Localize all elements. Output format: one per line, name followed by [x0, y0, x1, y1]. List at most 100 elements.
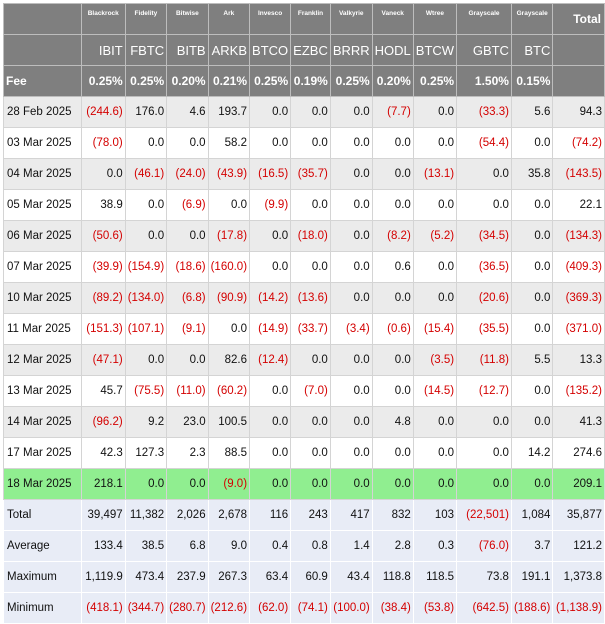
flow-cell: 0.0 — [371, 344, 414, 376]
fee-value: 1.50% — [456, 65, 512, 97]
ticker-label: IBIT — [80, 34, 126, 66]
ticker-label: ARKB — [207, 34, 251, 66]
ticker-label: FBTC — [124, 34, 168, 66]
summary-cell: 116 — [249, 499, 292, 531]
date-cell: 05 Mar 2025 — [3, 189, 82, 221]
summary-cell: 1,084 — [510, 499, 554, 531]
summary-label: Total — [3, 499, 82, 531]
ticker-label: HODL — [371, 34, 414, 66]
issuer-row: Blackrock Fidelity Bitwise Ark Invesco Frankl… — [3, 3, 605, 35]
ticker-label: EZBC — [290, 34, 331, 66]
flow-cell: 14.2 — [510, 437, 554, 469]
summary-cell: 9.0 — [207, 530, 251, 562]
summary-cell: (53.8) — [412, 592, 458, 624]
flow-cell: 0.0 — [412, 96, 458, 128]
table-row-highlighted: 18 Mar 2025 218.1 0.0 0.0 (9.0) 0.0 0.0 0.0 0.0 0… — [3, 468, 605, 500]
issuer-label: Grayscale — [456, 3, 512, 35]
flow-cell: 0.0 — [510, 251, 554, 283]
flow-cell: (14.9) — [249, 313, 292, 345]
flow-cell: 4.6 — [166, 96, 209, 128]
flow-cell: (160.0) — [207, 251, 251, 283]
summary-cell: 63.4 — [249, 561, 292, 593]
row-total-cell: (135.2) — [552, 375, 605, 407]
summary-cell: 267.3 — [207, 561, 251, 593]
flow-cell: 0.0 — [290, 437, 331, 469]
flow-cell: (60.2) — [207, 375, 251, 407]
date-cell: 11 Mar 2025 — [3, 313, 82, 345]
flow-cell: 0.0 — [510, 313, 554, 345]
flow-cell: (134.0) — [124, 282, 168, 314]
flow-cell: 0.0 — [412, 189, 458, 221]
flow-cell: 0.0 — [329, 437, 373, 469]
summary-cell: 2.8 — [371, 530, 414, 562]
flow-cell: 0.0 — [510, 127, 554, 159]
flow-cell: 38.9 — [80, 189, 126, 221]
flow-cell: 0.0 — [456, 158, 512, 190]
table-row: 28 Feb 2025 (244.6) 176.0 4.6 193.7 0.0 0.0 0.0… — [3, 96, 605, 128]
flow-cell: 0.0 — [510, 468, 554, 500]
fee-value: 0.20% — [371, 65, 414, 97]
summary-total-cell: 1,373.8 — [552, 561, 605, 593]
flow-cell: (78.0) — [80, 127, 126, 159]
table-row: 03 Mar 2025 (78.0) 0.0 0.0 58.2 0.0 0.0 0.0 0.0 0… — [3, 127, 605, 159]
row-total-cell: (134.3) — [552, 220, 605, 252]
flow-cell: 0.0 — [290, 96, 331, 128]
flow-cell: (46.1) — [124, 158, 168, 190]
table-row: 14 Mar 2025 (96.2) 9.2 23.0 100.5 0.0 0.0 0.0 4.… — [3, 406, 605, 438]
flow-cell: (47.1) — [80, 344, 126, 376]
summary-row: Minimum (418.1) (344.7) (280.7) (212.6) (62.0… — [3, 592, 605, 624]
flow-cell: 0.0 — [207, 189, 251, 221]
summary-row: Average 133.4 38.5 6.8 9.0 0.4 0.8 1.4 2.8 0.3 (76… — [3, 530, 605, 562]
flow-cell: 0.0 — [290, 344, 331, 376]
ticker-label: BTC — [510, 34, 554, 66]
summary-body: Total 39,497 11,382 2,026 2,678 116 243 417 832 1… — [3, 499, 605, 624]
flow-cell: (12.4) — [249, 344, 292, 376]
summary-cell: 2,678 — [207, 499, 251, 531]
flow-cell: 0.0 — [371, 158, 414, 190]
flow-cell: 0.0 — [412, 406, 458, 438]
flow-cell: (7.7) — [371, 96, 414, 128]
flow-cell: 9.2 — [124, 406, 168, 438]
summary-cell: 38.5 — [124, 530, 168, 562]
fee-value: 0.25% — [249, 65, 292, 97]
flow-cell: 0.0 — [290, 468, 331, 500]
flow-cell: (18.0) — [290, 220, 331, 252]
summary-cell: 473.4 — [124, 561, 168, 593]
flow-cell: 0.0 — [329, 406, 373, 438]
flow-cell: (20.6) — [456, 282, 512, 314]
issuer-label: Valkyrie — [329, 3, 373, 35]
summary-cell: 6.8 — [166, 530, 209, 562]
summary-cell: (280.7) — [166, 592, 209, 624]
flow-cell: 0.0 — [124, 127, 168, 159]
flow-cell: (12.7) — [456, 375, 512, 407]
flow-cell: 0.0 — [412, 251, 458, 283]
flow-cell: 0.0 — [166, 127, 209, 159]
ticker-label: GBTC — [456, 34, 512, 66]
flow-cell: 5.5 — [510, 344, 554, 376]
flow-cell: 0.0 — [290, 406, 331, 438]
summary-cell: 0.8 — [290, 530, 331, 562]
flow-cell: 58.2 — [207, 127, 251, 159]
flow-cell: 4.8 — [371, 406, 414, 438]
header-blank — [552, 65, 605, 97]
fee-label: Fee — [3, 65, 82, 97]
summary-cell: 2,026 — [166, 499, 209, 531]
flow-cell: (54.4) — [456, 127, 512, 159]
issuer-label: Bitwise — [166, 3, 209, 35]
table-row: 11 Mar 2025 (151.3) (107.1) (9.1) 0.0 (14.9)(… — [3, 313, 605, 345]
flow-cell: 0.0 — [371, 189, 414, 221]
flow-cell: (15.4) — [412, 313, 458, 345]
flow-cell: (33.7) — [290, 313, 331, 345]
summary-cell: 103 — [412, 499, 458, 531]
ticker-label: BITB — [166, 34, 209, 66]
summary-cell: (188.6) — [510, 592, 554, 624]
summary-label: Average — [3, 530, 82, 562]
ticker-row: IBIT FBTC BITB ARKB BTCO EZBC BRRR HODL BTCW GBTC… — [3, 34, 605, 66]
flow-cell: (17.8) — [207, 220, 251, 252]
flow-cell: 82.6 — [207, 344, 251, 376]
date-cell: 03 Mar 2025 — [3, 127, 82, 159]
flow-cell: 0.0 — [371, 437, 414, 469]
summary-row: Total 39,497 11,382 2,026 2,678 116 243 417 832 1… — [3, 499, 605, 531]
ticker-label: BTCO — [249, 34, 292, 66]
flow-cell: (75.5) — [124, 375, 168, 407]
